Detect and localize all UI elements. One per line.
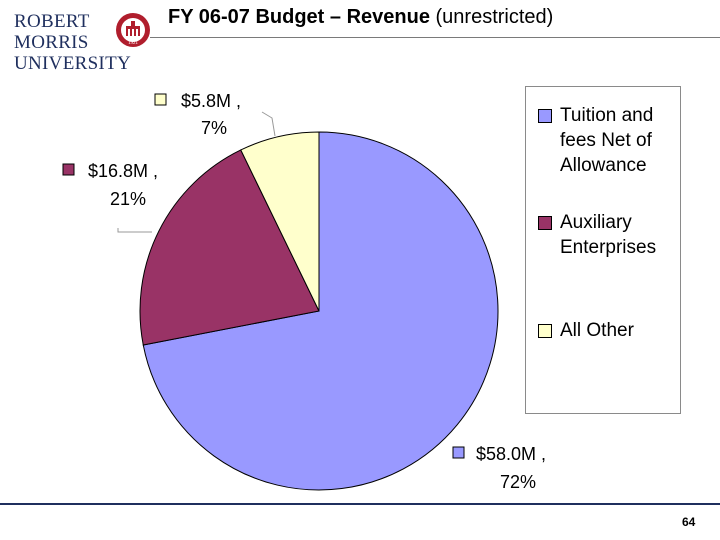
label-leader-lines [117, 111, 276, 233]
data-labels: $58.0M , 72% $16.8M , 21% $5.8M , 7% [62, 91, 546, 492]
slide-title-qualifier: (unrestricted) [429, 6, 554, 28]
seal-year: 1921 [128, 41, 139, 46]
legend-label-tuition: Tuition and fees Net of Allowance [560, 105, 654, 176]
legend-label-auxiliary: Auxiliary Enterprises [560, 212, 657, 258]
data-label-swatch-auxiliary [62, 163, 75, 176]
data-label-amount-tuition: $58.0M , [476, 444, 546, 464]
data-label-amount-all-other: $5.8M , [181, 91, 241, 111]
data-label-swatch-all-other [154, 93, 167, 106]
pie-slice-tuition [142, 131, 499, 491]
pie-slice-auxiliary [139, 149, 320, 346]
university-seal-icon: 1921 [116, 13, 150, 47]
pie-slices [139, 131, 499, 491]
data-label-percent-auxiliary: 21% [110, 189, 146, 209]
header-divider [150, 37, 720, 38]
university-logo: ROBERT MORRIS UNIVERSITY 1921 [14, 8, 150, 74]
legend-item-tuition: Tuition and fees Net of Allowance [538, 103, 680, 178]
pie-slice-all-other [240, 131, 320, 312]
legend-swatch-all-other [538, 324, 552, 338]
slide-title: FY 06-07 Budget – Revenue (unrestricted) [168, 6, 553, 29]
data-label-amount-auxiliary: $16.8M , [88, 161, 158, 181]
legend-item-auxiliary: Auxiliary Enterprises [538, 210, 680, 260]
leader-line-all-other [261, 111, 276, 137]
legend-item-all-other: All Other [538, 318, 680, 343]
legend-label-all-other: All Other [560, 320, 634, 341]
page-number: 64 [682, 515, 696, 529]
footer-divider [0, 503, 720, 505]
data-label-percent-all-other: 7% [201, 118, 227, 138]
legend-swatch-tuition [538, 109, 552, 123]
data-label-percent-tuition: 72% [500, 472, 536, 492]
logo-text-morris: MORRIS [14, 32, 89, 53]
data-label-swatch-tuition [452, 446, 465, 459]
slide-title-main: FY 06-07 Budget – Revenue [168, 6, 430, 28]
chart-legend: Tuition and fees Net of Allowance Auxili… [525, 86, 681, 414]
logo-text-university: UNIVERSITY [14, 53, 131, 74]
leader-line-auxiliary [117, 228, 152, 233]
legend-swatch-auxiliary [538, 216, 552, 230]
logo-text-robert: ROBERT [14, 11, 90, 32]
